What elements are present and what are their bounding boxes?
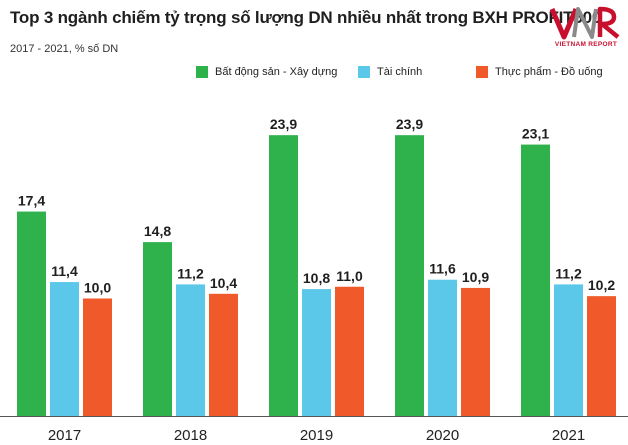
x-tick-label: 2020 [426, 427, 459, 444]
data-label: 17,4 [18, 193, 45, 209]
bar [50, 282, 79, 416]
x-tick-label: 2018 [174, 427, 207, 444]
chart-subtitle: 2017 - 2021, % số DN [10, 43, 119, 55]
bar [83, 298, 112, 416]
bar [428, 279, 457, 416]
data-label: 11,2 [177, 265, 204, 281]
bar [176, 284, 205, 416]
bar [521, 144, 550, 416]
legend-item: Tài chính [358, 66, 422, 78]
bar [143, 242, 172, 416]
x-tick-label: 2017 [48, 427, 81, 444]
data-label: 10,2 [588, 277, 615, 293]
data-label: 11,2 [555, 265, 582, 281]
data-label: 10,0 [84, 280, 111, 296]
bar [461, 287, 490, 416]
data-label: 11,0 [336, 268, 363, 284]
chart-title: Top 3 ngành chiếm tỷ trọng số lượng DN n… [10, 8, 602, 27]
bar [302, 289, 331, 416]
legend-swatch [196, 66, 208, 78]
bar [17, 211, 46, 416]
data-label: 11,6 [429, 261, 456, 277]
legend-label: Bất động sản - Xây dựng [215, 66, 338, 78]
vnr-logo-icon [549, 6, 620, 40]
x-tick-label: 2021 [552, 427, 585, 444]
data-label: 14,8 [144, 223, 171, 239]
data-label: 23,9 [270, 116, 297, 132]
data-label: 10,9 [462, 269, 489, 285]
legend-swatch [358, 66, 370, 78]
bar [209, 293, 238, 416]
bar [335, 286, 364, 416]
logo-text: VIETNAM REPORT [554, 41, 618, 48]
data-label: 23,1 [522, 126, 549, 142]
bar [395, 135, 424, 417]
bar [269, 135, 298, 417]
legend-item: Thực phẩm - Đồ uống [476, 66, 603, 78]
data-label: 11,4 [51, 263, 78, 279]
bar [587, 296, 616, 416]
x-tick-label: 2019 [300, 427, 333, 444]
legend-label: Thực phẩm - Đồ uống [495, 66, 603, 78]
vietnam-report-logo: VIETNAM REPORT [548, 5, 624, 57]
legend-label: Tài chính [377, 66, 423, 78]
legend-swatch [476, 66, 488, 78]
chart-legend: Bất động sản - Xây dựng Tài chính Thực phẩ… [0, 66, 628, 84]
data-label: 23,9 [396, 116, 423, 132]
legend-item: Bất động sản - Xây dựng [196, 66, 337, 78]
bar [554, 284, 583, 416]
data-label: 10,4 [210, 275, 237, 291]
data-label: 10,8 [303, 270, 330, 286]
